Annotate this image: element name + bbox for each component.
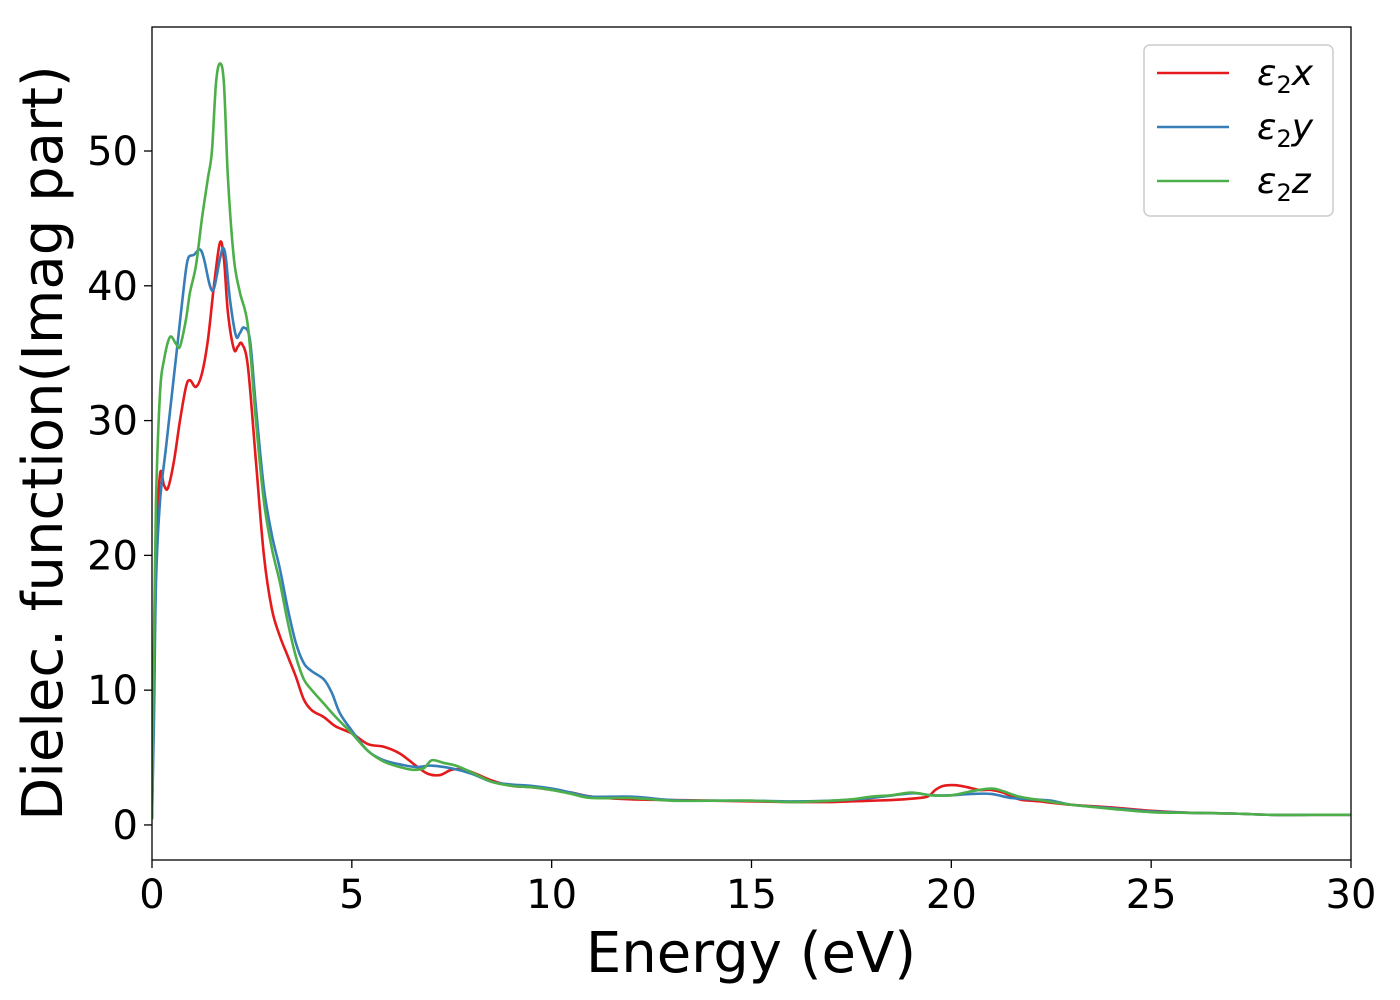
legend-box [1143, 44, 1334, 217]
legend-symbol: ε [1257, 53, 1276, 94]
y-tick-label: 0 [113, 803, 138, 849]
x-tick-label: 30 [1326, 872, 1377, 918]
x-tick-label: 20 [926, 872, 977, 918]
legend-label-x: ε2x [1257, 53, 1314, 99]
y-tick-label: 20 [87, 533, 138, 579]
x-tick-label: 0 [139, 872, 164, 918]
legend-variable: x [1291, 53, 1314, 94]
legend-subscript: 2 [1276, 179, 1291, 207]
y-axis: 0 10 20 30 40 50 [87, 129, 152, 849]
x-tick-label: 15 [726, 872, 777, 918]
legend-variable: z [1291, 161, 1312, 202]
series-layer [152, 62, 1351, 820]
legend-variable: y [1291, 107, 1314, 148]
legend-subscript: 2 [1276, 71, 1291, 99]
legend-symbol: ε [1257, 107, 1276, 148]
x-tick-label: 10 [526, 872, 577, 918]
legend-symbol: ε [1257, 161, 1276, 202]
x-tick-label: 5 [339, 872, 364, 918]
legend-subscript: 2 [1276, 125, 1291, 153]
y-tick-label: 50 [87, 129, 138, 175]
y-axis-title: Dielec. function(Imag part) [11, 65, 76, 821]
x-axis: 0 5 10 15 20 25 30 [139, 860, 1376, 918]
legend-label-z: ε2z [1257, 161, 1312, 207]
y-tick-label: 30 [87, 399, 138, 445]
x-axis-title: Energy (eV) [586, 921, 916, 986]
series-line-x [152, 240, 1351, 820]
y-tick-label: 40 [87, 264, 138, 310]
y-tick-label: 10 [87, 668, 138, 714]
series-line-z [152, 62, 1351, 820]
legend-label-y: ε2y [1257, 107, 1314, 153]
x-tick-label: 25 [1126, 872, 1177, 918]
